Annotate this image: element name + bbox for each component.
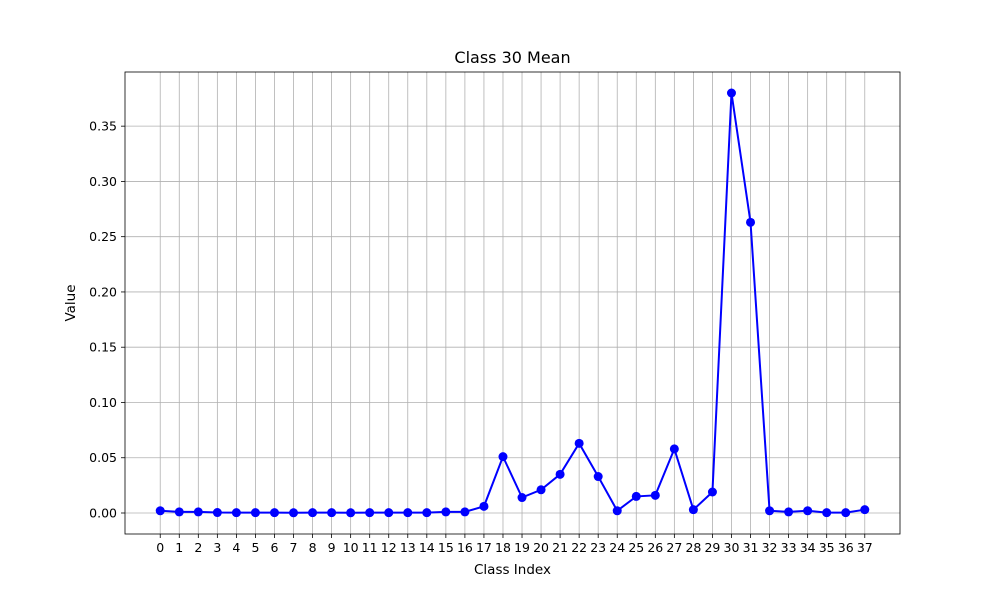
x-tick-label: 0 [156, 540, 164, 555]
data-point [555, 469, 565, 479]
data-point [765, 506, 775, 516]
x-tick-label: 24 [609, 540, 625, 555]
data-point [289, 508, 299, 518]
data-point [384, 508, 394, 518]
x-tick-label: 25 [628, 540, 644, 555]
data-point [308, 508, 318, 518]
data-point [574, 438, 584, 448]
y-tick-label: 0.05 [89, 450, 117, 465]
ticks: 0 1 2 3 4 5 6 7 8 9 10 11 12 13 14 15 16 17 18 19 20 21 22 23 24… [89, 119, 873, 555]
data-point [841, 508, 851, 518]
data-point [441, 507, 451, 517]
data-point [650, 490, 660, 500]
data-point [346, 508, 356, 518]
x-tick-label: 8 [309, 540, 317, 555]
x-tick-label: 16 [457, 540, 473, 555]
x-tick-label: 22 [571, 540, 587, 555]
y-tick-label: 0.30 [89, 174, 117, 189]
data-point [688, 505, 698, 515]
data-point [822, 508, 832, 518]
x-tick-label: 2 [194, 540, 202, 555]
x-tick-label: 31 [743, 540, 759, 555]
y-tick-label: 0.25 [89, 229, 117, 244]
data-point [250, 508, 260, 518]
data-point [212, 508, 222, 518]
x-tick-label: 35 [819, 540, 835, 555]
x-tick-label: 37 [857, 540, 873, 555]
x-tick-label: 4 [232, 540, 240, 555]
x-tick-label: 14 [419, 540, 435, 555]
x-tick-label: 36 [838, 540, 854, 555]
x-tick-label: 15 [438, 540, 454, 555]
x-tick-label: 20 [533, 540, 549, 555]
plot-frame [124, 71, 901, 535]
data-point [269, 508, 279, 518]
x-tick-label: 6 [271, 540, 279, 555]
data-point [155, 506, 165, 516]
x-tick-label: 18 [495, 540, 511, 555]
series-group [155, 88, 870, 518]
x-tick-label: 32 [762, 540, 778, 555]
x-tick-label: 10 [343, 540, 359, 555]
data-point [174, 507, 184, 517]
data-point [536, 485, 546, 495]
y-tick-label: 0.20 [89, 284, 117, 299]
data-point [231, 508, 241, 518]
data-point [479, 501, 489, 511]
y-tick-label: 0.15 [89, 340, 117, 355]
data-point [707, 487, 717, 497]
x-tick-label: 11 [362, 540, 378, 555]
x-tick-label: 5 [251, 540, 259, 555]
y-tick-label: 0.10 [89, 395, 117, 410]
data-point [498, 452, 508, 462]
x-tick-label: 34 [800, 540, 816, 555]
data-point [612, 506, 622, 516]
grid [125, 72, 900, 534]
x-tick-label: 23 [590, 540, 606, 555]
x-tick-label: 29 [704, 540, 720, 555]
x-tick-label: 26 [647, 540, 663, 555]
y-axis-label: Value [63, 284, 79, 321]
x-tick-label: 27 [666, 540, 682, 555]
x-tick-label: 7 [290, 540, 298, 555]
x-tick-label: 3 [213, 540, 221, 555]
data-point [803, 506, 813, 516]
chart-title: Class 30 Mean [454, 48, 570, 67]
plot-area [125, 72, 900, 534]
x-tick-label: 30 [724, 540, 740, 555]
data-point [365, 508, 375, 518]
x-tick-label: 33 [781, 540, 797, 555]
data-point [784, 507, 794, 517]
y-tick-label: 0.35 [89, 119, 117, 134]
x-tick-label: 21 [552, 540, 568, 555]
data-point [422, 508, 432, 518]
data-point [327, 508, 337, 518]
x-tick-label: 12 [381, 540, 397, 555]
x-tick-label: 17 [476, 540, 492, 555]
data-point [460, 507, 470, 517]
x-tick-label: 1 [175, 540, 183, 555]
data-point [193, 507, 203, 517]
data-point [669, 444, 679, 454]
data-point [517, 493, 527, 503]
data-point [746, 217, 756, 227]
x-tick-label: 19 [514, 540, 530, 555]
data-point [726, 88, 736, 98]
data-point [860, 505, 870, 515]
x-axis-label: Class Index [474, 562, 551, 578]
x-tick-label: 13 [400, 540, 416, 555]
x-tick-label: 9 [328, 540, 336, 555]
data-point [593, 472, 603, 482]
data-point [403, 508, 413, 518]
y-tick-label: 0.00 [89, 506, 117, 521]
data-point [631, 491, 641, 501]
x-tick-label: 28 [685, 540, 701, 555]
